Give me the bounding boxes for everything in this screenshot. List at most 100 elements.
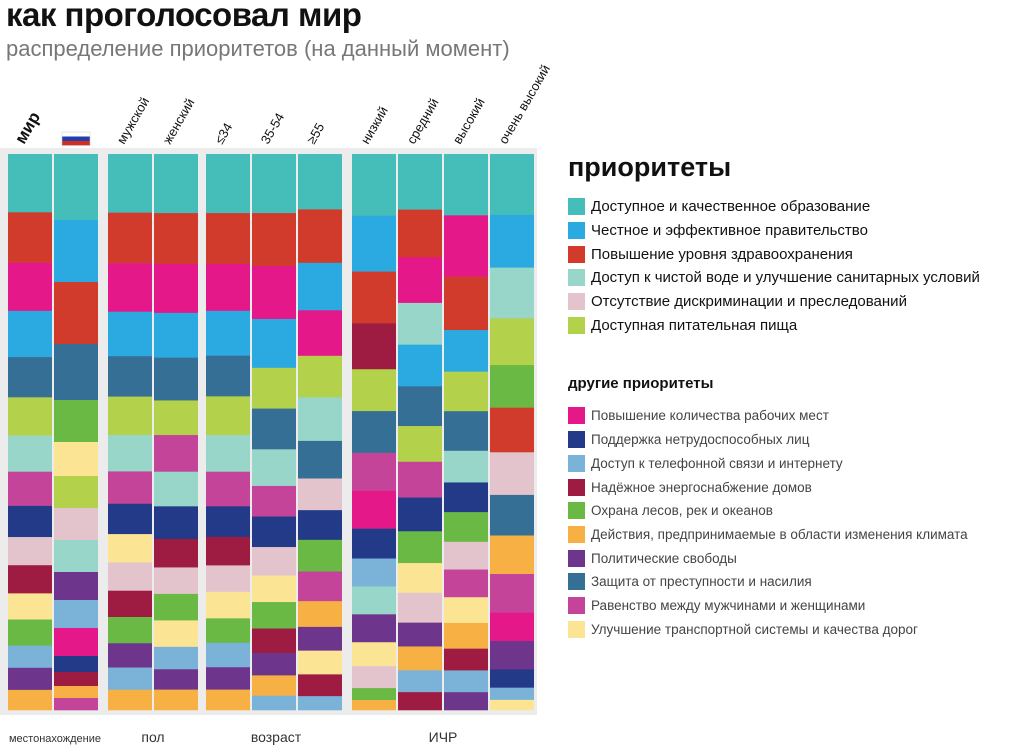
- bar-segment-health[interactable]: [8, 212, 52, 263]
- bar-segment-gender[interactable]: [206, 471, 250, 507]
- bar-segment-water[interactable]: [352, 586, 396, 615]
- bar-segment-transport[interactable]: [54, 442, 98, 477]
- bar-segment-support[interactable]: [108, 503, 152, 535]
- bar-segment-gov[interactable]: [154, 312, 198, 358]
- bar-segment-gov[interactable]: [108, 311, 152, 357]
- bar-segment-jobs[interactable]: [352, 490, 396, 529]
- bar-segment-forest[interactable]: [298, 539, 342, 572]
- bar-segment-forest[interactable]: [352, 688, 396, 701]
- bar-segment-forest[interactable]: [54, 400, 98, 443]
- bar-segment-water[interactable]: [490, 267, 534, 319]
- bar-segment-discr[interactable]: [352, 666, 396, 689]
- bar-segment-climate[interactable]: [444, 622, 488, 649]
- bar-segment-food[interactable]: [206, 396, 250, 436]
- bar-segment-energy[interactable]: [444, 648, 488, 671]
- bar-segment-climate[interactable]: [298, 601, 342, 628]
- bar-segment-support[interactable]: [352, 528, 396, 559]
- bar-segment-food[interactable]: [252, 367, 296, 409]
- bar-segment-jobs[interactable]: [108, 263, 152, 312]
- bar-segment-transport[interactable]: [352, 642, 396, 667]
- bar-segment-health[interactable]: [252, 213, 296, 267]
- bar-segment-transport[interactable]: [298, 650, 342, 675]
- bar-segment-political[interactable]: [352, 614, 396, 643]
- bar-segment-political[interactable]: [252, 652, 296, 676]
- bar-segment-crime[interactable]: [352, 411, 396, 454]
- bar-segment-food[interactable]: [298, 355, 342, 398]
- bar-segment-edu[interactable]: [206, 154, 250, 214]
- bar-segment-phone[interactable]: [154, 646, 198, 670]
- bar-segment-gender[interactable]: [352, 452, 396, 492]
- bar-segment-edu[interactable]: [398, 154, 442, 210]
- bar-segment-political[interactable]: [206, 667, 250, 690]
- bar-segment-health[interactable]: [352, 271, 396, 324]
- bar-segment-energy[interactable]: [398, 692, 442, 711]
- bar-segment-political[interactable]: [54, 572, 98, 601]
- bar-segment-gender[interactable]: [8, 471, 52, 507]
- bar-segment-forest[interactable]: [252, 602, 296, 629]
- bar-segment-transport[interactable]: [8, 593, 52, 620]
- bar-segment-food[interactable]: [108, 396, 152, 436]
- bar-segment-phone[interactable]: [252, 695, 296, 711]
- bar-segment-jobs[interactable]: [298, 310, 342, 357]
- bar-segment-health[interactable]: [398, 209, 442, 258]
- bar-segment-health[interactable]: [206, 213, 250, 265]
- bar-segment-discr[interactable]: [444, 541, 488, 570]
- bar-segment-energy[interactable]: [108, 590, 152, 618]
- bar-segment-discr[interactable]: [54, 508, 98, 541]
- bar-segment-water[interactable]: [108, 435, 152, 472]
- bar-segment-edu[interactable]: [352, 154, 396, 217]
- bar-segment-edu[interactable]: [54, 154, 98, 221]
- bar-segment-jobs[interactable]: [154, 263, 198, 314]
- bar-segment-gov[interactable]: [252, 318, 296, 369]
- bar-segment-support[interactable]: [206, 506, 250, 538]
- bar-segment-phone[interactable]: [444, 670, 488, 693]
- bar-segment-food[interactable]: [154, 400, 198, 436]
- bar-segment-political[interactable]: [490, 641, 534, 670]
- bar-segment-jobs[interactable]: [490, 612, 534, 642]
- bar-segment-health[interactable]: [154, 213, 198, 265]
- bar-segment-phone[interactable]: [206, 642, 250, 668]
- bar-segment-crime[interactable]: [8, 357, 52, 398]
- bar-segment-climate[interactable]: [352, 700, 396, 711]
- bar-segment-climate[interactable]: [206, 689, 250, 711]
- bar-segment-water[interactable]: [298, 397, 342, 442]
- bar-segment-political[interactable]: [108, 643, 152, 668]
- bar-segment-discr[interactable]: [252, 547, 296, 576]
- bar-segment-discr[interactable]: [108, 562, 152, 592]
- bar-segment-gov[interactable]: [398, 344, 442, 387]
- bar-segment-gender[interactable]: [252, 485, 296, 517]
- bar-segment-transport[interactable]: [398, 563, 442, 594]
- bar-segment-crime[interactable]: [490, 494, 534, 536]
- bar-segment-edu[interactable]: [298, 154, 342, 210]
- bar-segment-climate[interactable]: [108, 689, 152, 711]
- bar-segment-forest[interactable]: [206, 618, 250, 644]
- bar-segment-forest[interactable]: [154, 593, 198, 621]
- bar-segment-gender[interactable]: [398, 461, 442, 498]
- bar-segment-gov[interactable]: [8, 310, 52, 358]
- bar-segment-crime[interactable]: [108, 356, 152, 397]
- bar-segment-food[interactable]: [352, 369, 396, 412]
- bar-segment-water[interactable]: [444, 450, 488, 483]
- bar-segment-support[interactable]: [154, 506, 198, 540]
- bar-segment-discr[interactable]: [8, 537, 52, 566]
- bar-segment-forest[interactable]: [444, 512, 488, 543]
- bar-segment-food[interactable]: [444, 371, 488, 412]
- bar-segment-discr[interactable]: [398, 592, 442, 623]
- bar-segment-gender[interactable]: [54, 698, 98, 711]
- bar-segment-edu[interactable]: [490, 154, 534, 216]
- bar-segment-transport[interactable]: [490, 699, 534, 711]
- bar-segment-gender[interactable]: [490, 574, 534, 613]
- bar-segment-jobs[interactable]: [206, 263, 250, 312]
- bar-segment-transport[interactable]: [154, 620, 198, 648]
- bar-segment-crime[interactable]: [54, 344, 98, 401]
- bar-segment-jobs[interactable]: [8, 262, 52, 312]
- bar-segment-energy[interactable]: [298, 674, 342, 697]
- bar-segment-climate[interactable]: [252, 675, 296, 697]
- bar-segment-support[interactable]: [398, 497, 442, 532]
- bar-segment-phone[interactable]: [398, 670, 442, 693]
- bar-segment-edu[interactable]: [444, 154, 488, 216]
- bar-segment-jobs[interactable]: [54, 628, 98, 657]
- bar-segment-gov[interactable]: [352, 215, 396, 272]
- bar-segment-discr[interactable]: [298, 478, 342, 511]
- bar-segment-support[interactable]: [252, 516, 296, 548]
